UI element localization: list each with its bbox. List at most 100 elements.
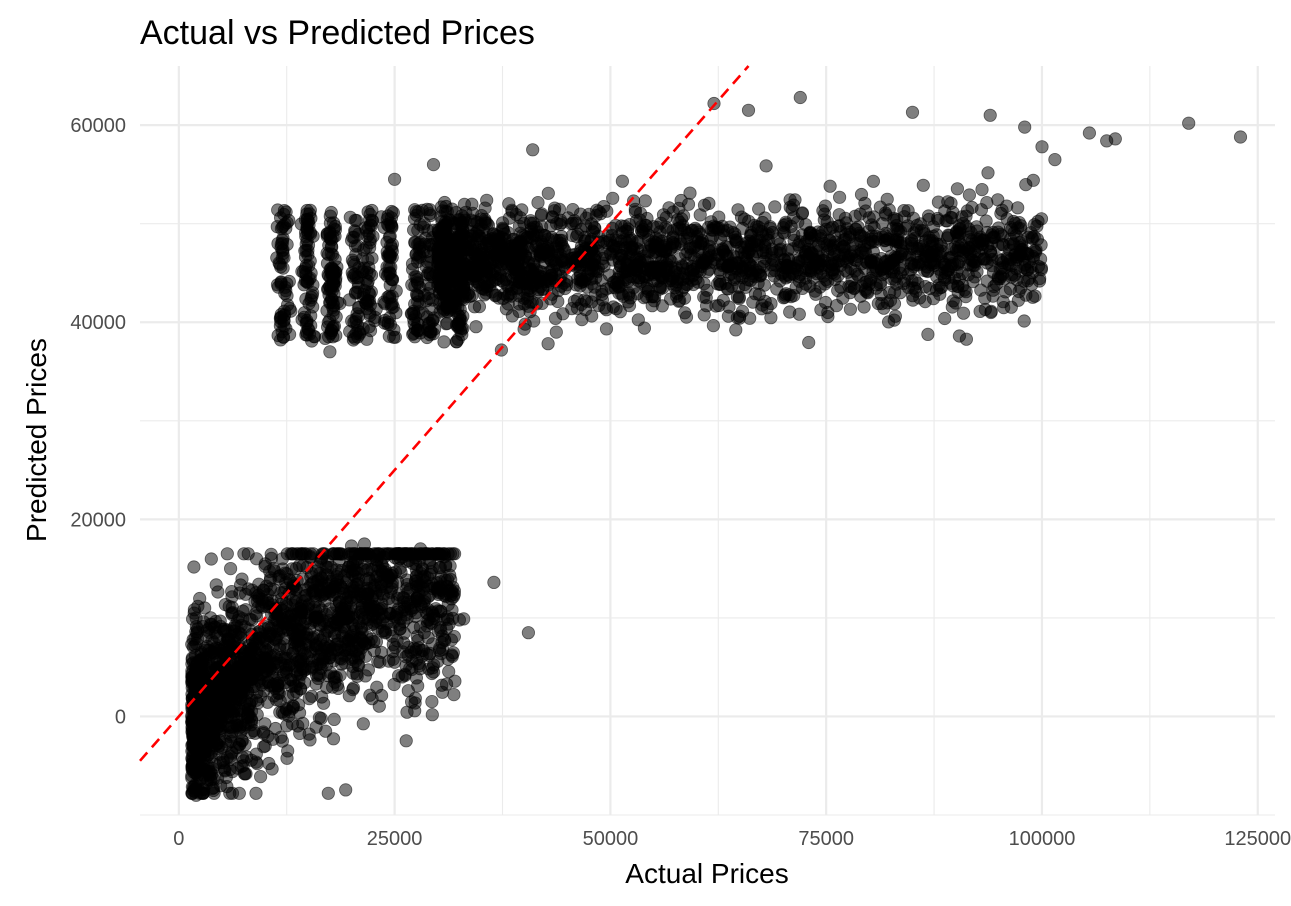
- data-point: [551, 245, 565, 259]
- x-tick-label: 100000: [1009, 828, 1076, 850]
- data-point: [334, 547, 348, 561]
- data-point: [1034, 238, 1048, 252]
- data-point: [380, 245, 394, 259]
- data-point: [946, 294, 960, 308]
- data-point: [752, 202, 766, 216]
- data-point: [404, 603, 418, 618]
- data-point: [843, 285, 857, 300]
- data-point: [952, 255, 966, 269]
- data-point: [866, 265, 880, 279]
- data-point: [249, 786, 263, 800]
- data-point: [795, 207, 809, 221]
- data-point: [1007, 268, 1022, 282]
- data-point: [768, 263, 782, 277]
- data-point: [439, 677, 454, 691]
- data-point: [486, 227, 501, 241]
- data-point: [282, 213, 296, 228]
- data-point: [205, 725, 219, 740]
- data-point: [905, 289, 920, 303]
- data-point: [637, 290, 651, 305]
- data-point: [616, 289, 630, 303]
- data-point: [964, 247, 978, 261]
- data-point: [980, 196, 994, 210]
- data-point: [282, 709, 296, 723]
- data-point: [440, 288, 454, 302]
- data-point: [729, 323, 743, 337]
- data-point: [209, 578, 223, 592]
- data-point: [697, 256, 711, 270]
- data-point: [401, 684, 415, 698]
- data-point: [981, 166, 995, 180]
- data-point: [432, 643, 447, 658]
- data-point: [445, 584, 459, 598]
- data-point: [426, 158, 441, 172]
- data-point: [570, 271, 585, 286]
- data-point: [793, 90, 807, 105]
- data-point: [356, 717, 370, 731]
- data-point: [502, 287, 516, 301]
- data-point: [689, 272, 703, 286]
- data-point: [230, 662, 244, 676]
- x-tick-label: 25000: [367, 828, 423, 850]
- data-point: [521, 626, 536, 640]
- data-point: [295, 312, 309, 327]
- data-point: [238, 697, 252, 711]
- data-point: [706, 318, 721, 333]
- data-point: [668, 237, 682, 251]
- data-point: [319, 658, 334, 672]
- data-point: [321, 786, 335, 800]
- data-point: [385, 272, 399, 286]
- data-point: [320, 227, 334, 241]
- data-point: [227, 708, 241, 723]
- data-point: [447, 629, 461, 644]
- data-point: [322, 602, 336, 616]
- data-point: [237, 547, 251, 561]
- data-point: [446, 547, 460, 561]
- x-tick-label: 50000: [583, 828, 639, 850]
- data-point: [531, 196, 545, 210]
- data-point: [380, 580, 394, 595]
- data-point: [333, 640, 347, 654]
- data-point: [987, 230, 1002, 244]
- data-point: [549, 325, 563, 339]
- data-point: [723, 220, 737, 234]
- data-point: [514, 239, 528, 253]
- data-point: [779, 287, 793, 301]
- data-point: [444, 572, 458, 587]
- data-point: [387, 655, 402, 669]
- data-point: [437, 335, 451, 349]
- data-point: [926, 291, 941, 306]
- data-point: [722, 258, 737, 272]
- data-point: [366, 229, 380, 243]
- data-point: [921, 327, 935, 341]
- data-point: [346, 333, 360, 347]
- data-point: [827, 229, 842, 243]
- data-point: [609, 302, 623, 316]
- data-point: [427, 608, 441, 623]
- data-point: [188, 736, 202, 750]
- data-point: [1017, 314, 1031, 328]
- data-point: [370, 680, 384, 694]
- data-point: [347, 585, 361, 599]
- data-point: [237, 651, 251, 665]
- data-point: [352, 616, 366, 630]
- data-point: [392, 588, 406, 602]
- data-point: [745, 260, 759, 274]
- data-point: [622, 218, 637, 232]
- data-point: [348, 267, 362, 282]
- data-point: [194, 712, 208, 726]
- data-point: [250, 686, 264, 700]
- data-point: [940, 214, 954, 228]
- data-point: [1182, 116, 1196, 130]
- data-point: [529, 228, 544, 243]
- data-point: [296, 716, 310, 731]
- data-point: [697, 308, 711, 322]
- data-point: [716, 293, 730, 307]
- data-point: [748, 287, 763, 301]
- data-point: [342, 560, 356, 574]
- data-point: [904, 236, 918, 250]
- data-point: [341, 610, 355, 625]
- data-point: [300, 212, 314, 227]
- data-point: [286, 626, 301, 641]
